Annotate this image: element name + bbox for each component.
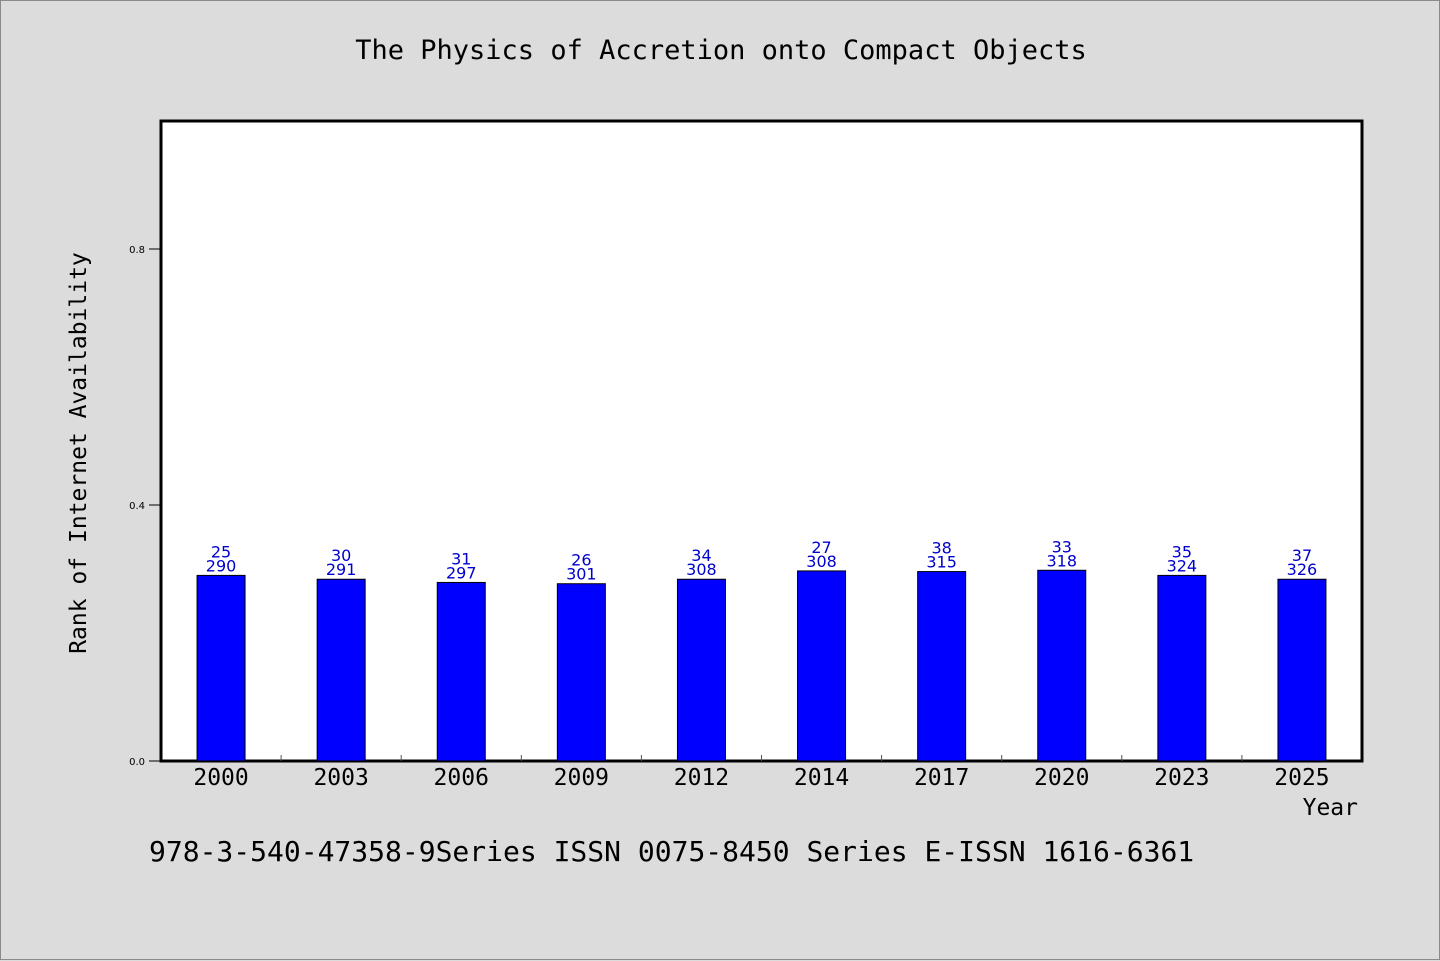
x-tick-label: 2006 — [434, 765, 489, 791]
bar-label-top: 34 — [691, 546, 711, 565]
x-tick-label: 2012 — [674, 765, 729, 791]
bar-label-top: 26 — [571, 551, 591, 570]
x-tick-label: 2025 — [1274, 765, 1329, 791]
y-axis: 0.0 0.4 0.8 — [129, 245, 161, 768]
chart-title: The Physics of Accretion onto Compact Ob… — [355, 35, 1087, 66]
bar-label-top: 33 — [1052, 537, 1072, 556]
x-tick-label: 2020 — [1034, 765, 1089, 791]
bar — [1037, 569, 1087, 762]
x-axis: 2000 2003 2006 2009 2012 2014 2017 2020 2023 2025 — [193, 755, 1330, 791]
bar-label-top: 31 — [451, 549, 471, 568]
bar — [797, 570, 847, 762]
bar — [196, 574, 246, 762]
x-tick-label: 2003 — [313, 765, 368, 791]
bar-label-bottom: 308 — [686, 560, 717, 579]
bar-label-bottom: 290 — [206, 556, 237, 575]
bar-label-bottom: 291 — [326, 560, 357, 579]
bar-label-bottom: 301 — [566, 565, 597, 584]
bar-series: 2529030291312972630134308273083831533318… — [196, 537, 1327, 762]
bar-label-top: 27 — [811, 538, 831, 557]
x-tick-label: 2014 — [794, 765, 849, 791]
bar-label-bottom: 308 — [806, 552, 837, 571]
bar-label-top: 37 — [1292, 546, 1312, 565]
y-axis-label: Rank of Internet Availability — [66, 252, 92, 654]
bar — [1277, 578, 1327, 762]
bar-label-bottom: 326 — [1287, 560, 1318, 579]
x-tick-label: 2017 — [914, 765, 969, 791]
bar-label-top: 35 — [1172, 542, 1192, 561]
x-tick-label: 2000 — [193, 765, 248, 791]
bar — [436, 581, 486, 762]
x-axis-label: Year — [1302, 795, 1358, 821]
bar — [676, 578, 726, 762]
bar-label-bottom: 315 — [926, 553, 957, 572]
bar — [316, 578, 366, 762]
y-tick-label: 0.0 — [129, 757, 145, 768]
bar — [917, 571, 967, 762]
bar-label-bottom: 318 — [1046, 551, 1077, 570]
bar-label-top: 25 — [211, 542, 231, 561]
bar-label-bottom: 324 — [1167, 556, 1198, 575]
bar-label-top: 38 — [931, 539, 951, 558]
footnote: 978-3-540-47358-9Series ISSN 0075-8450 S… — [149, 835, 1195, 868]
bar — [556, 583, 606, 762]
bar-label-top: 30 — [331, 546, 351, 565]
bar — [1157, 574, 1207, 762]
x-tick-label: 2009 — [554, 765, 609, 791]
y-tick-label: 0.8 — [129, 245, 145, 256]
y-tick-label: 0.4 — [129, 501, 145, 512]
x-tick-label: 2023 — [1154, 765, 1209, 791]
bar-label-bottom: 297 — [446, 563, 477, 582]
